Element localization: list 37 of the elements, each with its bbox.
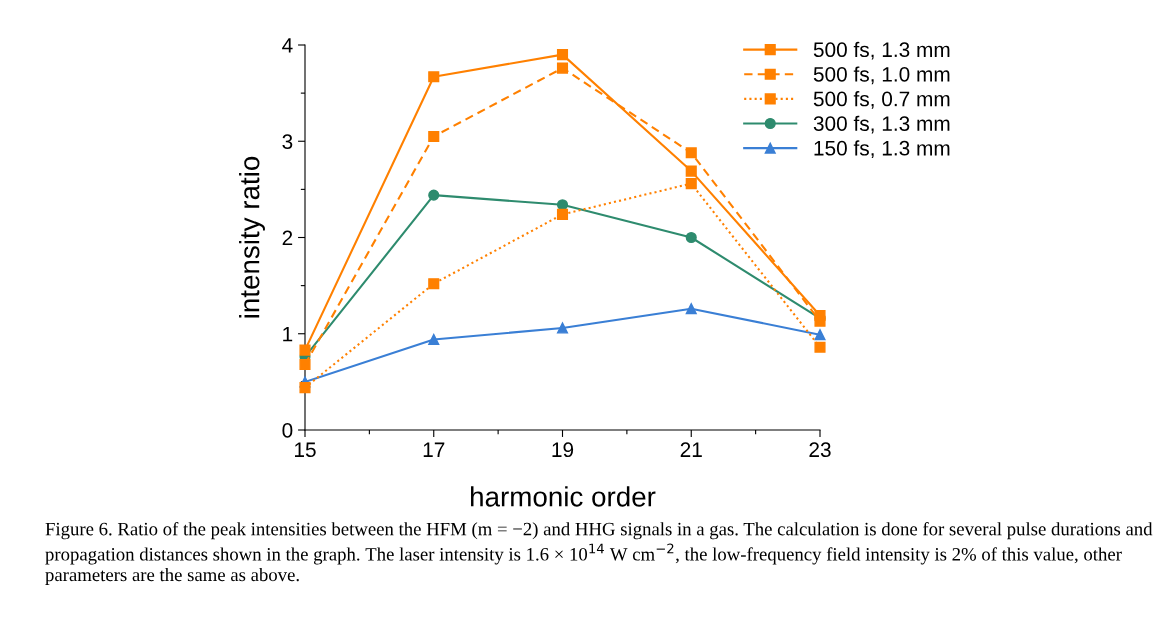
y-axis-title: intensity ratio bbox=[239, 156, 265, 318]
point bbox=[556, 208, 569, 220]
text: Figure 6. Ratio of the peak intensities between the HFM (m = −2) and HHG signals in a gas. The calculation is done for several pulse durations and propagation distances shown in the graph. The laser intensity is 1.6 × 10$^{14}$ W cm$^{−2}$, the low-frequency field intensity is 2% of this value, other parameters are the same as above. bbox=[45, 522, 1153, 585]
point bbox=[428, 71, 440, 83]
point bbox=[299, 382, 311, 394]
point bbox=[428, 278, 440, 290]
x-tick-label: 23 bbox=[809, 442, 831, 458]
y-tick-label: 3 bbox=[282, 134, 293, 149]
point bbox=[299, 344, 311, 356]
legend-label: 500 fs, 1.0 mm bbox=[813, 66, 950, 85]
legend-label: 150 fs, 1.3 mm bbox=[814, 140, 950, 159]
x-axis-title: harmonic order bbox=[471, 486, 656, 507]
point bbox=[685, 147, 697, 159]
point bbox=[556, 49, 569, 61]
point bbox=[685, 178, 697, 190]
x-tick-label: 17 bbox=[423, 442, 445, 457]
y-tick-label: 2 bbox=[282, 230, 293, 246]
x-tick-label: 19 bbox=[552, 442, 574, 458]
y-tick-label: 4 bbox=[282, 38, 293, 53]
point bbox=[556, 62, 569, 74]
point bbox=[685, 165, 697, 177]
y-tick-label: 1 bbox=[283, 326, 293, 342]
point bbox=[556, 322, 569, 334]
y-tick-label: 0 bbox=[282, 423, 293, 438]
legend-label: 500 fs, 1.3 mm bbox=[813, 41, 950, 60]
point bbox=[814, 341, 826, 353]
point bbox=[428, 333, 440, 346]
point bbox=[299, 358, 311, 371]
legend-label: 300 fs, 1.3 mm bbox=[813, 115, 950, 134]
point bbox=[685, 231, 697, 244]
legend-label: 500 fs, 0.7 mm bbox=[813, 91, 950, 109]
point bbox=[428, 189, 440, 201]
x-tick-label: 15 bbox=[295, 442, 316, 458]
point bbox=[814, 329, 826, 341]
point bbox=[428, 130, 440, 142]
point bbox=[685, 303, 697, 315]
x-tick-label: 21 bbox=[680, 442, 702, 457]
